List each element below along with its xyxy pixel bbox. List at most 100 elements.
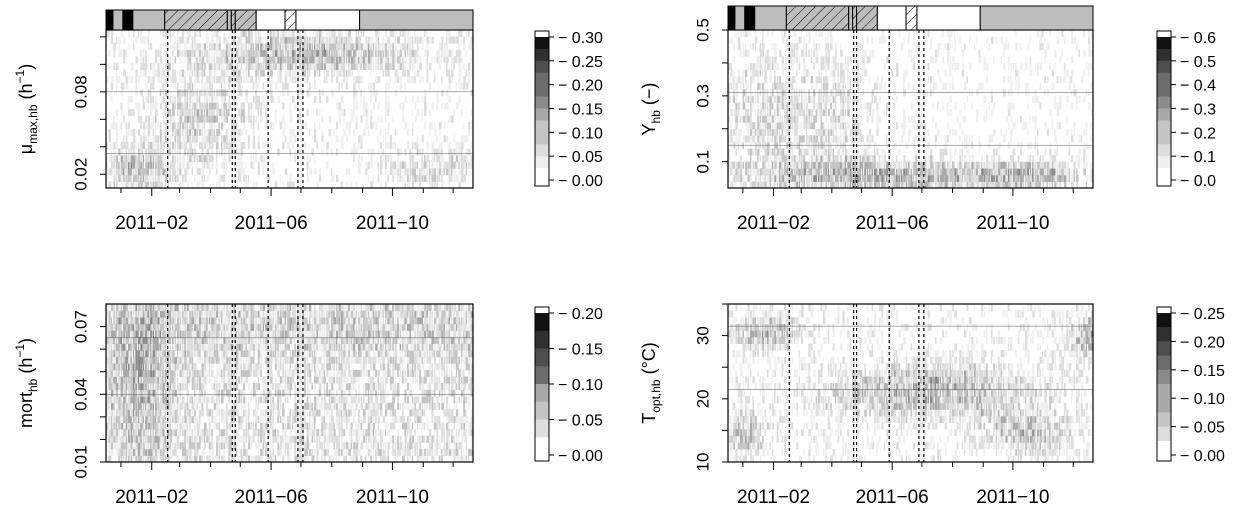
heatmap-cell	[849, 181, 852, 189]
heatmap-cell	[1000, 56, 1003, 64]
heatmap-cell	[411, 122, 414, 130]
heatmap-cell	[730, 82, 732, 90]
heatmap-cell	[321, 56, 323, 64]
heatmap-cell	[387, 69, 390, 77]
heatmap-cell	[825, 49, 827, 57]
heatmap-cell	[313, 30, 316, 38]
heatmap-cell	[201, 102, 204, 110]
heatmap-cell	[150, 435, 152, 443]
heatmap-cell	[184, 148, 186, 156]
heatmap-cell	[289, 128, 292, 136]
heatmap-cell	[740, 128, 742, 136]
heatmap-cell	[179, 89, 182, 97]
heatmap-cell	[223, 135, 227, 143]
heatmap-cell	[198, 383, 202, 391]
heatmap-cell	[934, 161, 938, 169]
heatmap-cell	[406, 181, 410, 189]
heatmap-cell	[798, 174, 801, 182]
heatmap-cell	[218, 36, 221, 44]
heatmap-cell	[844, 135, 848, 143]
heatmap-cell	[1002, 49, 1005, 57]
heatmap-cell	[152, 135, 155, 143]
heatmap-cell	[764, 148, 768, 156]
heatmap-cell	[728, 174, 731, 182]
heatmap-cell	[377, 43, 380, 51]
heatmap-cell	[404, 62, 406, 70]
heatmap-cell	[309, 49, 312, 57]
heatmap-cell	[152, 409, 154, 417]
heatmap-cell	[194, 82, 196, 90]
heatmap-cell	[414, 76, 416, 84]
heatmap-cell	[827, 95, 831, 103]
heatmap-cell	[737, 128, 741, 136]
heatmap-cell	[387, 141, 391, 149]
heatmap-cell	[159, 181, 163, 189]
heatmap-cell	[250, 36, 254, 44]
heatmap-cell	[220, 122, 224, 130]
heatmap-cell	[964, 43, 966, 51]
heatmap-cell	[113, 350, 116, 358]
heatmap-cell	[267, 36, 270, 44]
heatmap-cell	[774, 141, 777, 149]
heatmap-cell	[299, 109, 301, 117]
heatmap-cell	[985, 155, 989, 163]
heatmap-cell	[142, 310, 145, 318]
heatmap-cell	[216, 76, 219, 84]
heatmap-cell	[340, 135, 344, 143]
heatmap-cell	[781, 161, 783, 169]
heatmap-cell	[179, 317, 181, 325]
heatmap-cell	[142, 336, 146, 344]
heatmap-cell	[856, 43, 859, 51]
heatmap-cell	[822, 82, 825, 90]
heatmap-cell	[900, 135, 904, 143]
heatmap-cell	[118, 36, 121, 44]
heatmap-cell	[220, 102, 223, 110]
heatmap-cell	[350, 36, 353, 44]
heatmap-cell	[450, 69, 454, 77]
heatmap-cell	[299, 36, 303, 44]
heatmap-cell	[240, 128, 243, 136]
heatmap-cell	[179, 363, 182, 371]
heatmap-cell	[262, 69, 265, 77]
heatmap-cell	[742, 161, 745, 169]
heatmap-cell	[895, 95, 898, 103]
heatmap-cell	[815, 168, 819, 176]
heatmap-cell	[436, 181, 439, 189]
heatmap-cell	[404, 56, 407, 64]
heatmap-cell	[203, 317, 207, 325]
heatmap-cell	[240, 115, 243, 123]
heatmap-cell	[981, 82, 984, 90]
heatmap-cell	[818, 128, 821, 136]
heatmap-cell	[470, 43, 472, 51]
heatmap-cell	[820, 174, 823, 182]
heatmap-cell	[340, 49, 343, 57]
heatmap-cell	[189, 95, 192, 103]
heatmap-cell	[194, 174, 196, 182]
heatmap-cell	[949, 30, 953, 38]
heatmap-cell	[186, 82, 190, 90]
heatmap-cell	[749, 168, 752, 176]
heatmap-cell	[968, 135, 971, 143]
heatmap-cell	[125, 181, 129, 189]
heatmap-cell	[169, 396, 172, 404]
heatmap-cell	[137, 448, 141, 456]
heatmap-cell	[301, 56, 305, 64]
heatmap-cell	[399, 49, 402, 57]
heatmap-cell	[189, 135, 191, 143]
heatmap-cell	[201, 363, 205, 371]
heatmap-cell	[942, 155, 945, 163]
heatmap-cell	[189, 448, 192, 456]
heatmap-cell	[145, 376, 148, 384]
heatmap-cell	[304, 141, 306, 149]
heatmap-cell	[752, 122, 756, 130]
heatmap-cell	[159, 448, 163, 456]
heatmap-cell	[265, 141, 267, 149]
heatmap-cell	[1051, 69, 1054, 77]
heatmap-cell	[343, 62, 345, 70]
heatmap-cell	[123, 135, 125, 143]
heatmap-cell	[728, 148, 730, 156]
heatmap-cell	[247, 141, 250, 149]
heatmap-cell	[822, 95, 825, 103]
heatmap-cell	[345, 76, 349, 84]
heatmap-cell	[927, 141, 931, 149]
